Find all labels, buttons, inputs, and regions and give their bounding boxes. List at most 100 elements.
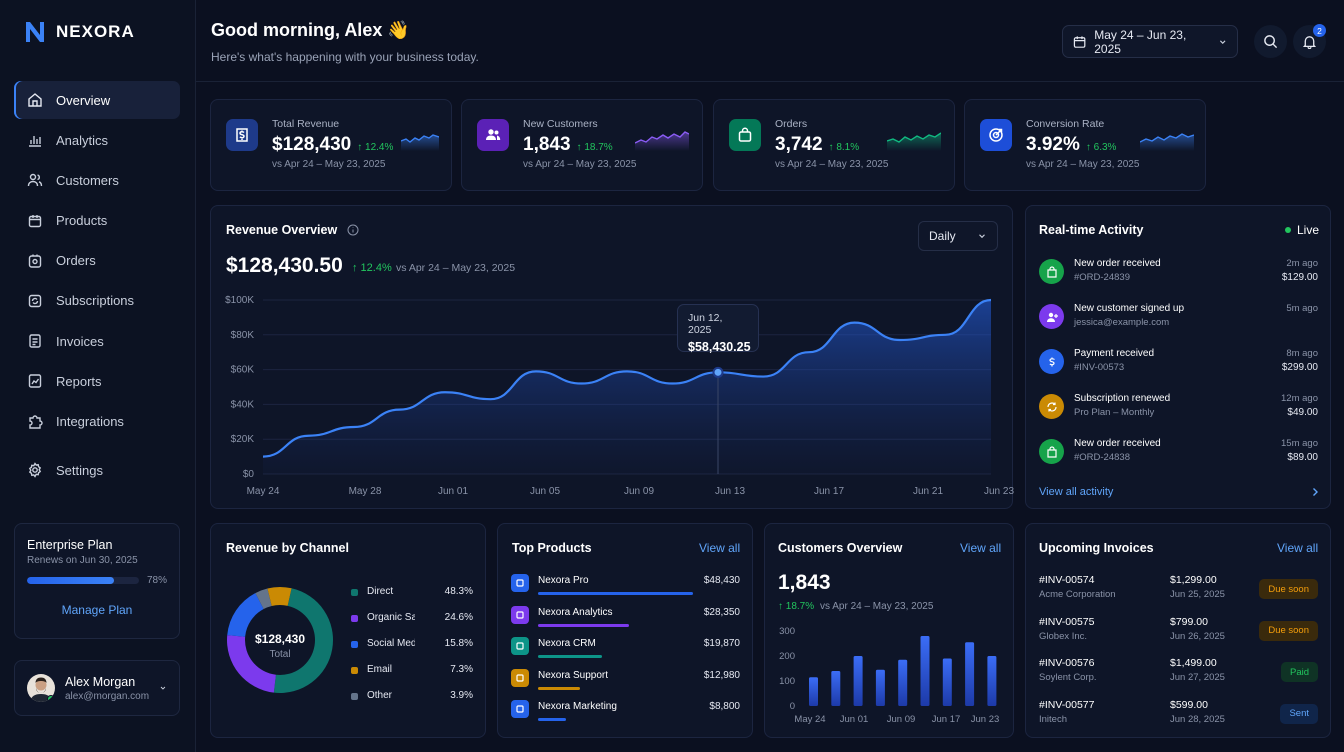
nav-item-settings[interactable]: Settings xyxy=(14,451,180,489)
donut-slice[interactable] xyxy=(267,587,292,606)
product-row[interactable]: Nexora Analytics $28,350 xyxy=(511,605,740,632)
donut-slice[interactable] xyxy=(227,635,276,693)
activity-time: 15m ago xyxy=(1281,438,1318,449)
product-name: Nexora Analytics xyxy=(538,606,613,618)
customer-bar[interactable] xyxy=(831,671,841,706)
x-tick-label: Jun 13 xyxy=(715,486,745,497)
nav-item-invoices[interactable]: Invoices xyxy=(14,322,180,360)
donut-slice[interactable] xyxy=(227,593,264,637)
sparkline xyxy=(1140,133,1194,151)
hover-point[interactable] xyxy=(712,366,724,378)
stat-label: Orders xyxy=(775,118,808,130)
customer-bar[interactable] xyxy=(965,642,975,706)
invoice-company: Initech xyxy=(1039,713,1067,725)
chevron-down-icon xyxy=(979,234,985,239)
date-range-picker[interactable]: May 24 – Jun 23, 2025 xyxy=(1062,25,1238,58)
invoice-id: #INV-00576 xyxy=(1039,657,1095,669)
invoice-date: Jun 27, 2025 xyxy=(1170,672,1225,683)
customer-bar[interactable] xyxy=(987,656,997,706)
revenue-area-chart[interactable]: $0 $20K $40K $60K $80K $100K May 24 May 28 Jun 0… xyxy=(211,286,1014,506)
manage-plan-button[interactable]: Manage Plan xyxy=(61,603,133,617)
x-tick-label: Jun 01 xyxy=(840,714,869,725)
product-name: Nexora Marketing xyxy=(538,701,617,712)
plan-usage-fill xyxy=(27,577,115,584)
activity-time: 2m ago xyxy=(1286,258,1318,269)
nav-label: Orders xyxy=(56,253,96,269)
x-tick-label: May 24 xyxy=(794,714,825,725)
nav-item-customers[interactable]: Customers xyxy=(14,161,180,199)
invoice-row[interactable]: #INV-00576 Soylent Corp. $1,499.00 Jun 27, … xyxy=(1039,657,1318,691)
view-all-products-link[interactable]: View all xyxy=(699,541,741,555)
view-all-activity-link[interactable]: View all activity xyxy=(1039,486,1114,498)
legend-value: 3.9% xyxy=(450,690,473,701)
stat-card-total-revenue[interactable]: Total Revenue $128,430 ↑ 12.4% vs Apr 24 … xyxy=(210,99,452,191)
marketing-icon xyxy=(511,700,529,718)
donut-slice[interactable] xyxy=(255,588,272,610)
product-row[interactable]: Nexora Support $12,980 xyxy=(511,668,740,695)
nav-item-orders[interactable]: Orders xyxy=(14,242,180,280)
notifications-button[interactable]: 2 xyxy=(1293,24,1326,58)
x-tick-label: Jun 17 xyxy=(814,486,844,497)
nav-item-products[interactable]: Products xyxy=(14,202,180,240)
user-menu[interactable]: Alex Morgan alex@morgan.com xyxy=(14,660,180,716)
bag-icon xyxy=(729,119,761,151)
activity-item[interactable]: New customer signed up jessica@example.co… xyxy=(1039,299,1318,337)
product-row[interactable]: Nexora Pro $48,430 xyxy=(511,574,740,600)
nav-item-integrations[interactable]: Integrations xyxy=(14,403,180,441)
nav-item-analytics[interactable]: Analytics xyxy=(14,121,180,159)
top-products-card: Top Products View all Nexora Pro $48,430 N… xyxy=(497,523,753,738)
legend-value: 24.6% xyxy=(444,612,473,623)
chevron-right-icon[interactable] xyxy=(1310,487,1320,497)
search-button[interactable] xyxy=(1254,25,1287,58)
calendar-icon xyxy=(1073,35,1086,48)
revenue-area xyxy=(263,300,991,474)
period-select[interactable]: Daily xyxy=(918,221,998,251)
customers-bar-chart[interactable]: 0 100 200 300 May 24 Jun 01 Jun 09 Jun 17 Jun 23 xyxy=(765,622,1015,734)
activity-item[interactable]: New order received #ORD-24838 15m ago $89.0… xyxy=(1039,434,1318,472)
activity-item[interactable]: Payment received #INV-00573 8m ago $299.00 xyxy=(1039,344,1318,382)
customer-bar[interactable] xyxy=(809,677,818,706)
channel-donut-chart[interactable] xyxy=(225,584,335,702)
page-subtitle: Here's what's happening with your busine… xyxy=(211,50,479,64)
donut-slice[interactable] xyxy=(273,588,333,693)
user-name: Alex Morgan xyxy=(65,674,136,689)
info-icon[interactable] xyxy=(347,224,359,236)
product-row[interactable]: Nexora Marketing $8,800 xyxy=(511,700,740,726)
customer-bar[interactable] xyxy=(920,636,930,706)
card-title: Top Products xyxy=(512,541,592,555)
donut-center-value: $128,430 xyxy=(254,632,306,646)
stat-compare: vs Apr 24 – May 23, 2025 xyxy=(1026,159,1140,170)
chevron-down-icon xyxy=(1219,39,1226,44)
revenue-by-channel-card: Revenue by Channel $128,430 Total Direct… xyxy=(210,523,486,738)
report-icon xyxy=(28,374,42,389)
customer-bar[interactable] xyxy=(875,669,885,706)
revenue-change: ↑ 12.4% xyxy=(352,262,392,274)
invoice-row[interactable]: #INV-00577 Initech $599.00 Jun 28, 2025 Sent xyxy=(1039,699,1318,733)
product-row[interactable]: Nexora CRM $19,870 xyxy=(511,637,740,663)
stat-card-new-customers[interactable]: New Customers 1,843 ↑ 18.7% vs Apr 24 – M… xyxy=(461,99,703,191)
invoice-row[interactable]: #INV-00574 Acme Corporation $1,299.00 Jun 2… xyxy=(1039,574,1318,608)
customer-bar[interactable] xyxy=(898,659,908,706)
nav-item-subscriptions[interactable]: Subscriptions xyxy=(14,282,180,320)
invoice-row[interactable]: #INV-00575 Globex Inc. $799.00 Jun 26, 2025… xyxy=(1039,616,1318,650)
legend-swatch xyxy=(351,641,358,648)
nav-label: Invoices xyxy=(56,333,104,349)
legend-item: Email 7.3% xyxy=(351,664,473,680)
customer-bar[interactable] xyxy=(853,656,863,706)
view-all-invoices-link[interactable]: View all xyxy=(1277,541,1319,555)
stat-value: 3,742 ↑ 8.1% xyxy=(775,134,860,155)
stat-card-conversion-rate[interactable]: Conversion Rate 3.92% ↑ 6.3% vs Apr 24 – … xyxy=(964,99,1206,191)
activity-item[interactable]: Subscription renewed Pro Plan – Monthly 12… xyxy=(1039,389,1318,427)
logo[interactable]: NEXORA xyxy=(24,20,135,44)
stat-card-orders[interactable]: Orders 3,742 ↑ 8.1% vs Apr 24 – May 23, 2… xyxy=(713,99,955,191)
invoice-amount: $799.00 xyxy=(1170,615,1208,628)
activity-time: 12m ago xyxy=(1281,393,1318,404)
legend-swatch xyxy=(351,589,358,596)
view-all-customers-link[interactable]: View all xyxy=(960,541,1002,555)
nav-item-reports[interactable]: Reports xyxy=(14,362,180,400)
invoice-date: Jun 28, 2025 xyxy=(1170,713,1225,725)
activity-item[interactable]: New order received #ORD-24839 2m ago $129.0… xyxy=(1039,254,1318,292)
customer-bar[interactable] xyxy=(942,658,952,707)
nav-item-overview[interactable]: Overview xyxy=(14,81,180,119)
product-bar xyxy=(538,686,580,690)
